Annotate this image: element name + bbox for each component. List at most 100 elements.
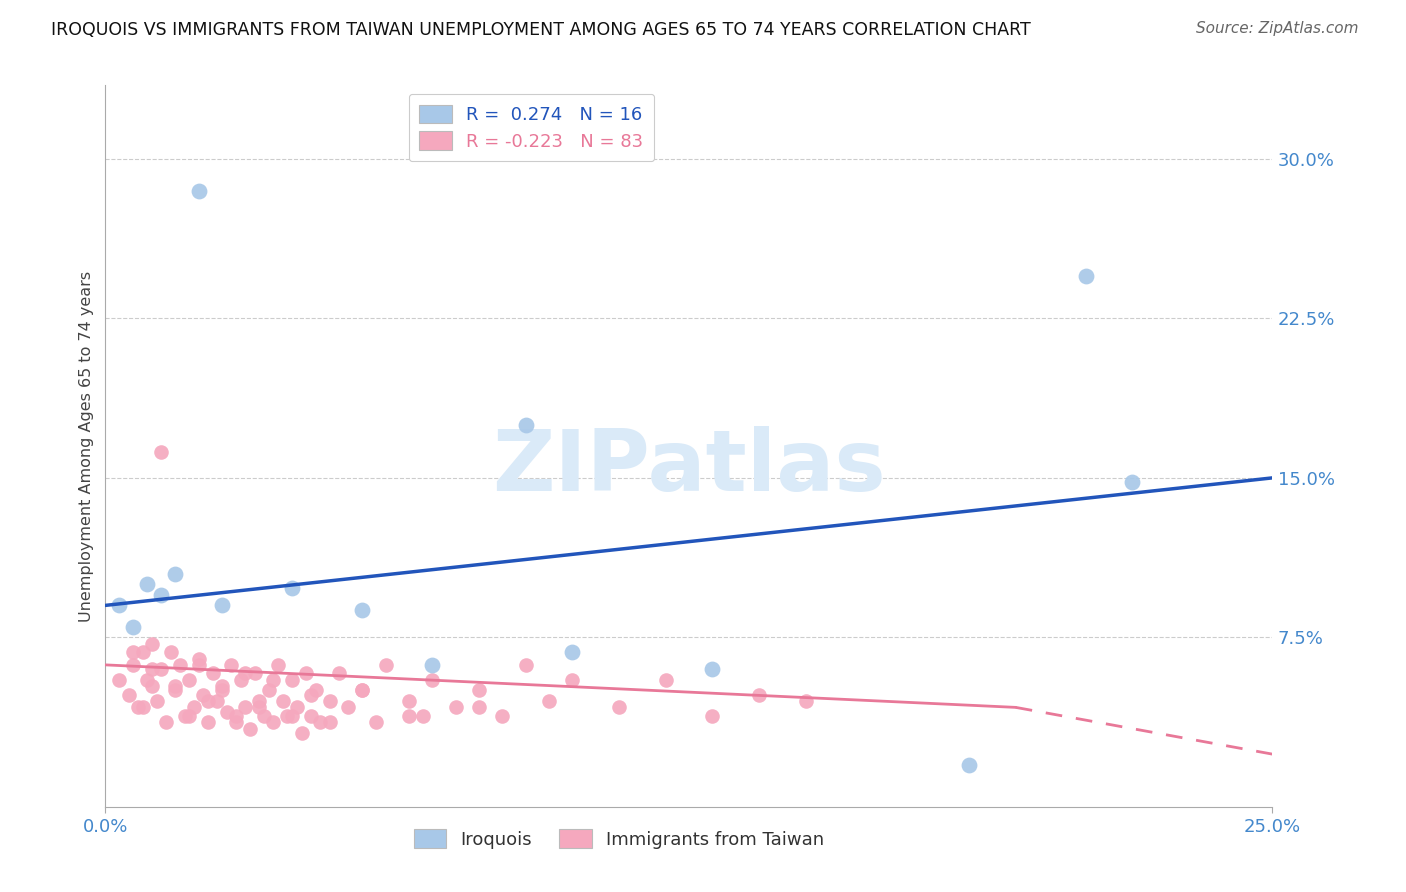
Point <box>295 666 318 681</box>
Point <box>150 588 173 602</box>
Point <box>561 673 583 687</box>
Point <box>352 683 374 698</box>
Point <box>141 662 163 676</box>
Y-axis label: Unemployment Among Ages 65 to 74 years: Unemployment Among Ages 65 to 74 years <box>79 270 94 622</box>
Point <box>299 688 322 702</box>
Point <box>285 700 308 714</box>
Point <box>271 694 294 708</box>
Point <box>136 577 159 591</box>
Point <box>122 645 145 659</box>
Point <box>211 679 233 693</box>
Point <box>229 673 252 687</box>
Point <box>132 645 155 659</box>
Point <box>352 683 374 698</box>
Point <box>281 709 304 723</box>
Point <box>654 673 676 687</box>
Point <box>187 657 209 672</box>
Point <box>263 715 285 730</box>
Point <box>141 637 163 651</box>
Point <box>122 619 145 633</box>
Point <box>215 705 238 719</box>
Point <box>444 700 467 714</box>
Point <box>352 602 374 616</box>
Point <box>225 715 247 730</box>
Point <box>179 709 201 723</box>
Point <box>132 700 155 714</box>
Point <box>243 666 266 681</box>
Point <box>118 688 141 702</box>
Point <box>957 757 980 772</box>
Point <box>249 700 271 714</box>
Point <box>235 700 257 714</box>
Point <box>211 683 233 698</box>
Point <box>150 445 173 459</box>
Point <box>468 700 491 714</box>
Point <box>169 657 191 672</box>
Point <box>318 715 340 730</box>
Point <box>702 709 724 723</box>
Legend: Iroquois, Immigrants from Taiwan: Iroquois, Immigrants from Taiwan <box>406 822 831 856</box>
Point <box>304 683 326 698</box>
Point <box>235 666 257 681</box>
Point <box>165 566 187 581</box>
Point <box>267 657 290 672</box>
Point <box>515 657 537 672</box>
Point <box>468 683 491 698</box>
Point <box>1121 475 1143 490</box>
Point <box>221 657 243 672</box>
Point <box>702 662 724 676</box>
Text: ZIPatlas: ZIPatlas <box>492 426 886 509</box>
Point <box>108 599 131 613</box>
Point <box>276 709 298 723</box>
Point <box>337 700 360 714</box>
Point <box>281 673 304 687</box>
Point <box>136 673 159 687</box>
Text: IROQUOIS VS IMMIGRANTS FROM TAIWAN UNEMPLOYMENT AMONG AGES 65 TO 74 YEARS CORREL: IROQUOIS VS IMMIGRANTS FROM TAIWAN UNEMP… <box>51 21 1031 38</box>
Point <box>398 709 420 723</box>
Text: Source: ZipAtlas.com: Source: ZipAtlas.com <box>1195 21 1358 36</box>
Point <box>108 673 131 687</box>
Point <box>281 582 304 596</box>
Point <box>309 715 332 730</box>
Point <box>318 694 340 708</box>
Point <box>420 657 443 672</box>
Point <box>290 726 312 740</box>
Point <box>607 700 630 714</box>
Point <box>561 645 583 659</box>
Point <box>239 722 262 736</box>
Point <box>150 662 173 676</box>
Point <box>366 715 388 730</box>
Point <box>374 657 396 672</box>
Point <box>748 688 770 702</box>
Point <box>159 645 181 659</box>
Point <box>127 700 149 714</box>
Point <box>420 673 443 687</box>
Point <box>197 694 219 708</box>
Point <box>253 709 276 723</box>
Point <box>122 657 145 672</box>
Point <box>211 599 233 613</box>
Point <box>412 709 434 723</box>
Point <box>155 715 177 730</box>
Point <box>263 673 285 687</box>
Point <box>225 709 247 723</box>
Point <box>207 694 229 708</box>
Point <box>173 709 195 723</box>
Point <box>491 709 513 723</box>
Point <box>794 694 817 708</box>
Point <box>165 683 187 698</box>
Point <box>537 694 560 708</box>
Point <box>299 709 322 723</box>
Point <box>328 666 350 681</box>
Point <box>183 700 205 714</box>
Point <box>146 694 169 708</box>
Point <box>193 688 215 702</box>
Point <box>515 417 537 432</box>
Point <box>398 694 420 708</box>
Point <box>1074 268 1097 283</box>
Point <box>141 679 163 693</box>
Point <box>201 666 224 681</box>
Point <box>187 184 209 198</box>
Point <box>187 651 209 665</box>
Point <box>257 683 280 698</box>
